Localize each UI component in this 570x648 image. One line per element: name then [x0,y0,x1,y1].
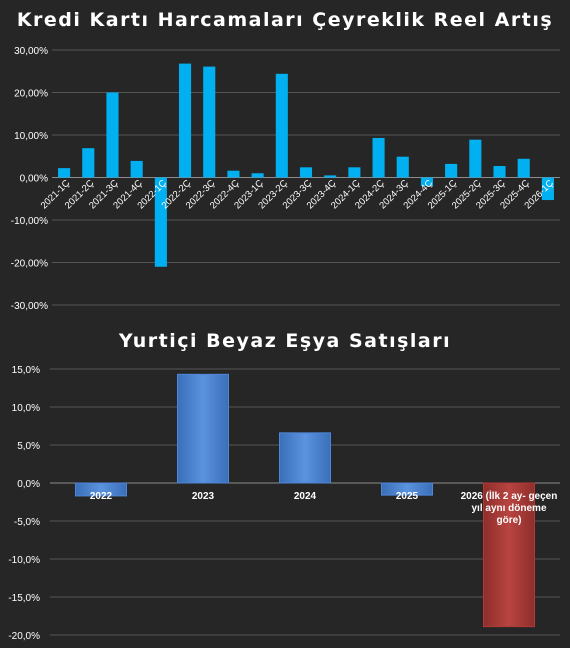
bar [106,92,119,178]
y-tick-label: 20,00% [14,89,48,100]
bar [275,73,288,178]
y-tick-label: 10,0% [12,403,40,414]
bar [227,170,240,178]
bar [299,167,313,178]
bar [324,175,337,178]
bar [179,63,192,178]
bar [58,168,71,178]
bar [469,139,482,178]
chart-title-credit-card: Kredi Kartı Harcamaları Çeyreklik Reel A… [16,9,554,31]
y-tick-label: 0,00% [20,174,48,185]
x-tick-label: 2022 [90,491,113,502]
y-tick-label: 10,00% [14,131,48,142]
bar [279,432,331,484]
credit-card-bar-chart: 30,00% 20,00% 10,00% 0,00% -10,00% -20,00% -30… [11,46,560,312]
bar [177,373,229,484]
x-tick-label: 2023 [192,491,215,502]
bar [75,482,127,497]
white-goods-bar-chart: 15,0% 10,0% 5,0% 0,0% -5,0% -10,0% -15,0% -20,0… [8,365,560,642]
y-tick-label: -20,0% [8,631,40,642]
bar [517,158,530,178]
x-tick-label: 2025 [396,491,419,502]
bar [130,160,143,178]
bar [396,156,409,178]
bar [82,148,95,178]
bar [251,173,264,178]
y-tick-label: -10,00% [11,216,48,227]
y-tick-label: -15,0% [8,593,40,604]
y-tick-label: -10,0% [8,555,40,566]
bar [483,482,535,628]
bar [541,177,554,201]
bar [348,167,361,178]
y-tick-label: 0,0% [17,479,40,490]
bar [154,177,167,267]
y-tick-label: -20,00% [11,259,48,270]
credit-card-chart-panel: Kredi Kartı Harcamaları Çeyreklik Reel A… [0,0,570,326]
y-tick-label: -5,0% [14,517,40,528]
y-tick-label: 15,0% [12,365,40,376]
bar [203,66,216,178]
bar [445,163,458,178]
bar [381,482,433,496]
y-tick-label: -30,00% [11,301,48,312]
bar [372,137,385,178]
chart-title-white-goods: Yurtiçi Beyaz Eşya Satışları [118,330,452,352]
y-tick-label: 30,00% [14,46,48,57]
bar [420,177,433,186]
white-goods-chart-panel: Yurtiçi Beyaz Eşya Satışları 15,0% 10,0% 5… [0,326,570,648]
y-tick-label: 5,0% [17,441,40,452]
bar [493,166,506,178]
x-tick-label: 2026 (İlk 2 ay- geçen yıl aynı döneme göre… [461,489,558,526]
x-tick-label: 2024 [294,491,317,502]
